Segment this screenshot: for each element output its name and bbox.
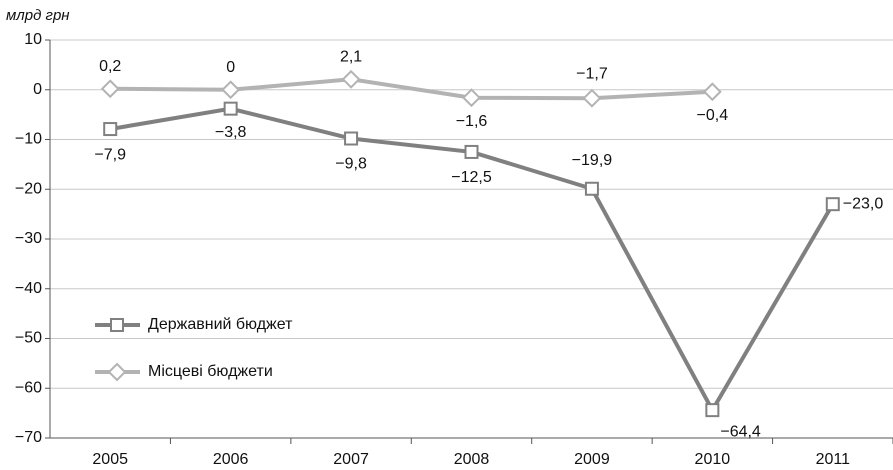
y-tick-label: −20 (15, 180, 42, 197)
y-tick-label: −50 (15, 330, 42, 347)
data-label: −1,6 (456, 113, 488, 130)
data-label: −64,4 (720, 423, 761, 440)
data-label: −19,9 (572, 152, 613, 169)
data-point (825, 197, 840, 212)
data-label: −7,9 (94, 146, 126, 163)
y-tick-label: 10 (24, 31, 42, 48)
data-label: 0 (226, 59, 235, 76)
data-label: −9,8 (335, 156, 367, 173)
data-label: −23,0 (843, 195, 884, 212)
data-label: −3,8 (215, 124, 247, 141)
data-label: −1,7 (576, 65, 608, 82)
data-point (464, 144, 479, 159)
series-line (110, 77, 713, 101)
y-tick-label: −10 (15, 131, 42, 148)
data-point (223, 101, 238, 116)
x-tick-label: 2010 (695, 451, 731, 468)
x-tick-label: 2009 (574, 451, 610, 468)
legend-label: Місцеві бюджети (148, 363, 273, 380)
data-label: −0,4 (697, 107, 729, 124)
data-label: −12,5 (451, 169, 492, 186)
data-label: 0,2 (99, 58, 121, 75)
data-point (221, 80, 241, 100)
data-point (100, 79, 120, 99)
x-tick-label: 2008 (454, 451, 490, 468)
data-point (702, 82, 722, 102)
x-tick-label: 2011 (816, 451, 851, 468)
x-tick-label: 2005 (92, 451, 128, 468)
y-tick-label: −70 (15, 429, 42, 446)
x-tick-label: 2006 (213, 451, 249, 468)
data-label: 2,1 (340, 49, 362, 66)
x-tick-label: 2007 (333, 451, 369, 468)
data-point (705, 403, 720, 418)
data-point (344, 131, 359, 146)
data-point (103, 122, 118, 137)
y-tick-label: 0 (33, 81, 42, 98)
y-tick-label: −60 (15, 379, 42, 396)
data-point (584, 181, 599, 196)
y-tick-label: −40 (15, 280, 42, 297)
data-point (462, 88, 481, 108)
y-axis-label: млрд грн (6, 7, 70, 24)
y-tick-label: −30 (15, 230, 42, 247)
legend-marker (107, 362, 127, 382)
data-point (582, 88, 602, 108)
data-point (341, 69, 361, 89)
legend-marker (110, 318, 124, 332)
legend-label: Державний бюджет (148, 316, 293, 333)
